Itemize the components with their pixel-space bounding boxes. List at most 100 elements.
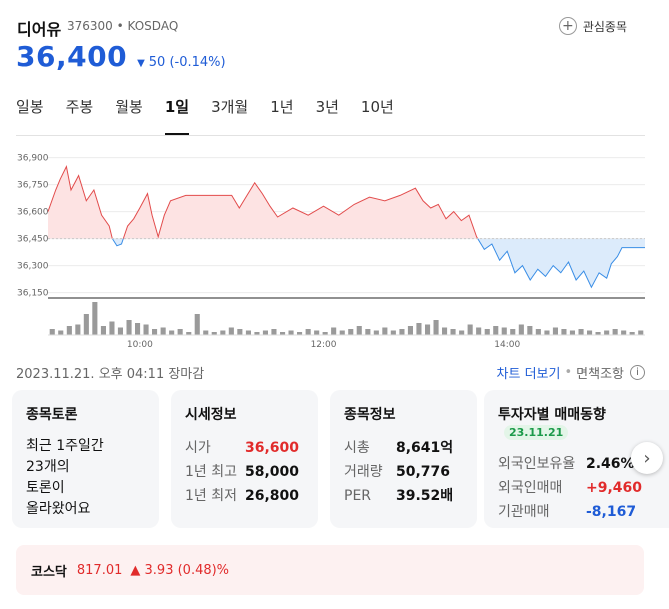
quote-title: 시세정보 [185, 407, 237, 423]
volume-bar [169, 330, 175, 335]
volume-bar [339, 330, 345, 335]
volume-bar [365, 329, 371, 335]
volume-bar [314, 330, 320, 335]
investor-value: 2.46% [586, 456, 635, 472]
y-tick-label: 36,900 [17, 154, 49, 164]
chart-links: 차트 더보기 • 면책조항 i [497, 363, 645, 382]
volume-bar [237, 329, 243, 335]
tab-3[interactable]: 1일 [164, 96, 190, 135]
volume-bar [442, 327, 448, 335]
info-cards-carousel: 종목토론 최근 1주일간 23개의 토론이 올라왔어요 시세정보 시가 36,6… [12, 390, 669, 528]
investor-key: 외국인보유율 [498, 456, 576, 472]
volume-bar [569, 330, 575, 335]
quote-row: 1년 최저 26,800 [185, 484, 304, 508]
tab-5[interactable]: 1년 [270, 98, 294, 116]
area-below-baseline [48, 238, 645, 288]
info-row: 시총 8,641억 [344, 436, 463, 460]
volume-bar [527, 326, 533, 335]
volume-bar [83, 314, 89, 335]
tab-2[interactable]: 월봉 [115, 98, 143, 116]
volume-bar [587, 330, 593, 335]
quote-card[interactable]: 시세정보 시가 36,600 1년 최고 58,000 1년 최저 26,800 [171, 390, 318, 528]
chevron-right-icon: › [643, 447, 651, 469]
volume-bar [203, 330, 209, 335]
volume-bar [407, 326, 413, 335]
volume-bar [109, 321, 115, 335]
volume-bar [160, 327, 166, 335]
x-tick-label: 10:00 [127, 340, 153, 350]
volume-bar [262, 330, 268, 335]
volume-bar [476, 327, 482, 335]
next-card-button[interactable]: › [631, 442, 663, 474]
y-tick-label: 36,750 [17, 181, 49, 191]
volume-bar [535, 329, 541, 335]
investor-key: 외국인매매 [498, 480, 563, 496]
area-above-baseline [48, 166, 478, 239]
volume-bar [66, 326, 72, 335]
volume-bar [297, 332, 303, 335]
chart-meta: 2023.11.21. 오후 04:11 장마감 차트 더보기 • 면책조항 i [16, 363, 645, 382]
info-value: 50,776 [396, 464, 451, 480]
investor-value: -8,167 [586, 504, 637, 520]
investor-title: 투자자별 매매동향 [498, 407, 606, 423]
info-key: 시총 [344, 440, 370, 456]
tab-0[interactable]: 일봉 [16, 98, 44, 116]
info-row: PER 39.52배 [344, 484, 463, 508]
volume-bar [58, 330, 64, 335]
volume-bar [100, 326, 106, 335]
volume-bar [135, 323, 141, 335]
tab-7[interactable]: 10년 [360, 98, 394, 116]
forum-line: 올라왔어요 [26, 501, 91, 517]
volume-bar [552, 327, 558, 335]
quote-key: 1년 최고 [185, 464, 237, 480]
change-amount: 50 [148, 55, 166, 70]
volume-bar [220, 330, 226, 335]
price-change: ▼ 50 (-0.14%) [137, 55, 226, 70]
volume-bar [629, 332, 635, 335]
investor-value: +9,460 [586, 480, 643, 496]
add-watchlist-button[interactable]: + 관심종목 [558, 14, 627, 38]
info-row: 거래량 50,776 [344, 460, 463, 484]
volume-bar [211, 332, 217, 335]
quote-value: 36,600 [245, 440, 300, 456]
volume-bar [356, 326, 362, 335]
volume-bar [117, 327, 123, 335]
investor-row: 외국인보유율 2.46% [498, 452, 669, 476]
info-value: 39.52배 [396, 488, 454, 504]
y-tick-label: 36,450 [17, 235, 49, 245]
volume-bar [612, 329, 618, 335]
volume-bar [493, 326, 499, 335]
volume-bar [399, 329, 405, 335]
price-row: 36,400 ▼ 50 (-0.14%) [16, 40, 226, 80]
volume-bar [331, 327, 337, 335]
intraday-chart[interactable]: 36,900 36,750 36,600 36,450 36,300 36,150 10:0… [0, 142, 669, 357]
volume-bar [194, 314, 200, 335]
volume-bar [322, 332, 328, 335]
tab-1[interactable]: 주봉 [65, 98, 94, 116]
more-chart-link[interactable]: 차트 더보기 [496, 367, 561, 382]
tab-6[interactable]: 3년 [315, 98, 339, 116]
price-chart-svg: 36,900 36,750 36,600 36,450 36,300 36,150 10:0… [17, 154, 645, 350]
quote-key: 시가 [185, 440, 211, 456]
tab-4[interactable]: 3개월 [211, 98, 249, 116]
volume-bar [467, 324, 473, 335]
forum-card[interactable]: 종목토론 최근 1주일간 23개의 토론이 올라왔어요 [12, 390, 159, 528]
market-index-bar[interactable]: 코스닥 817.01 ▲ 3.93 (0.48)% [16, 545, 644, 595]
volume-bar [305, 329, 311, 335]
stock-info-card[interactable]: 종목정보 시총 8,641억 거래량 50,776 PER 39.52배 [330, 390, 477, 528]
info-icon[interactable]: i [630, 365, 645, 380]
volume-bar [518, 324, 524, 335]
y-tick-label: 36,600 [17, 208, 49, 218]
volume-bar [595, 332, 601, 335]
volume-bar [288, 330, 294, 335]
volume-bar [92, 302, 98, 335]
volume-bar [177, 329, 183, 335]
quote-row: 1년 최고 58,000 [185, 460, 304, 484]
volume-bar [484, 329, 490, 335]
quote-value: 26,800 [245, 488, 300, 504]
period-tabs: 일봉 주봉 월봉 1일 3개월 1년 3년 10년 [16, 96, 416, 135]
x-tick-label: 14:00 [494, 340, 520, 350]
info-title: 종목정보 [344, 407, 396, 423]
disclaimer-link[interactable]: 면책조항 [576, 367, 624, 382]
price-line-up [47, 165, 479, 239]
